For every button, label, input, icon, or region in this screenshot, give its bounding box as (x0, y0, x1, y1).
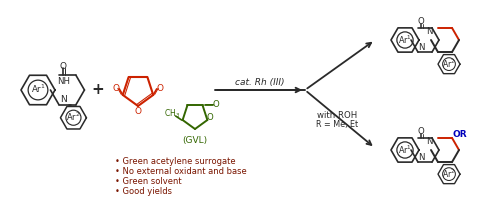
Text: • Green solvent: • Green solvent (115, 177, 182, 187)
Text: (GVL): (GVL) (182, 136, 208, 146)
Text: NH: NH (57, 77, 70, 85)
Text: O: O (156, 84, 163, 93)
Text: N: N (426, 27, 432, 36)
Text: O: O (134, 106, 141, 115)
Text: O: O (418, 127, 424, 136)
Text: Ar$^1$: Ar$^1$ (398, 34, 412, 46)
Text: OR: OR (452, 130, 467, 139)
Text: Ar$^2$: Ar$^2$ (66, 110, 80, 123)
Text: N: N (60, 94, 67, 104)
Text: O: O (60, 62, 67, 71)
Text: with ROH: with ROH (317, 110, 357, 120)
Text: O: O (212, 100, 219, 109)
Text: O: O (207, 113, 214, 121)
Text: N: N (426, 137, 432, 146)
Text: Ar$^2$: Ar$^2$ (442, 58, 456, 70)
Text: N: N (418, 43, 424, 52)
Text: +: + (92, 83, 104, 98)
Text: • Good yields: • Good yields (115, 187, 172, 197)
Text: cat. Rh (III): cat. Rh (III) (236, 78, 285, 88)
Text: R = Me, Et: R = Me, Et (316, 120, 358, 129)
Text: • No external oxidant and base: • No external oxidant and base (115, 167, 247, 177)
Text: N: N (418, 154, 424, 162)
Text: Ar$^2$: Ar$^2$ (442, 168, 456, 180)
Text: CH$_3$: CH$_3$ (164, 108, 180, 120)
Text: Ar$^1$: Ar$^1$ (398, 144, 412, 156)
Text: O: O (418, 17, 424, 26)
Text: O: O (113, 84, 120, 93)
Text: Ar$^1$: Ar$^1$ (30, 83, 46, 95)
Text: • Green acetylene surrogate: • Green acetylene surrogate (115, 156, 236, 166)
